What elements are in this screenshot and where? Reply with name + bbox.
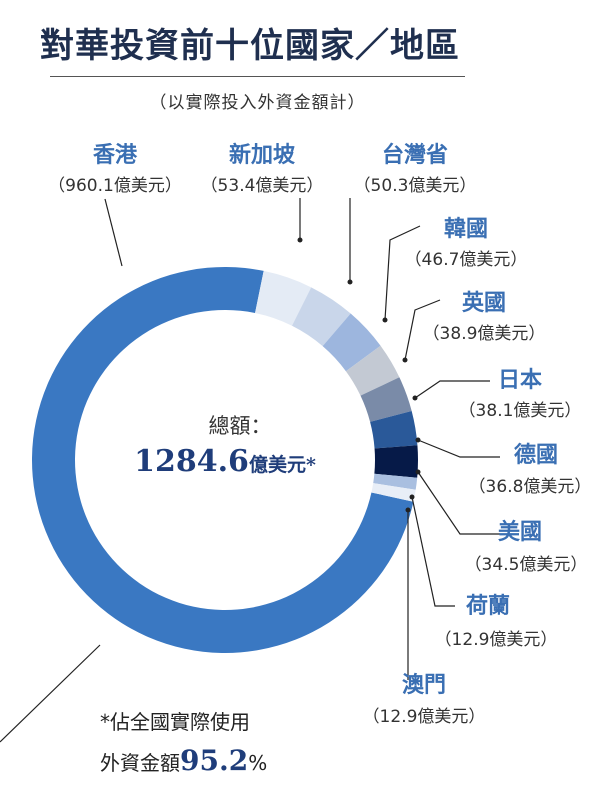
slice-label-germany: 德國 bbox=[514, 442, 558, 468]
leader-dot-japan bbox=[412, 395, 418, 401]
slice-label-netherlands: 荷蘭 bbox=[466, 593, 510, 619]
leader-dot-usa bbox=[415, 469, 421, 475]
slice-singapore bbox=[255, 270, 312, 326]
slice-japan bbox=[360, 377, 412, 422]
leader-line-japan bbox=[414, 380, 490, 399]
leader-dot-singapore bbox=[297, 237, 303, 243]
slice-uk bbox=[345, 345, 400, 396]
slice-value-taiwan: （50.3億美元） bbox=[354, 176, 477, 196]
leader-line-korea bbox=[384, 225, 421, 321]
slice-value-korea: （46.7億美元） bbox=[405, 250, 528, 270]
leader-line-hongkong bbox=[104, 198, 123, 267]
title-divider bbox=[50, 76, 465, 77]
leader-dot-germany bbox=[415, 437, 421, 443]
footnote-line-2: 外資金額95.2% bbox=[100, 744, 360, 777]
slice-label-korea: 韓國 bbox=[444, 216, 488, 242]
slice-usa bbox=[374, 445, 419, 478]
leader-line-netherlands bbox=[411, 496, 455, 607]
total-amount: 1284.6 bbox=[134, 444, 249, 479]
slice-macau bbox=[371, 483, 416, 502]
footnote-line-1: *佔全國實際使用 bbox=[100, 710, 250, 734]
leader-dot-macau bbox=[405, 507, 411, 513]
slice-value-hongkong: （960.1億美元） bbox=[48, 176, 182, 196]
slice-label-taiwan: 台灣省 bbox=[382, 142, 448, 168]
slice-value-usa: （34.5億美元） bbox=[465, 555, 588, 575]
slice-label-macau: 澳門 bbox=[402, 672, 446, 698]
footnote-pointer-line bbox=[0, 644, 101, 743]
total-unit: 億美元* bbox=[248, 454, 316, 476]
slice-label-uk: 英國 bbox=[462, 290, 506, 316]
slice-value-japan: （38.1億美元） bbox=[459, 401, 582, 421]
slice-label-japan: 日本 bbox=[498, 367, 542, 393]
leader-dot-uk bbox=[402, 357, 408, 363]
leader-dot-korea bbox=[382, 317, 388, 323]
chart-title: 對華投資前十位國家／地區 bbox=[40, 26, 460, 66]
slice-korea bbox=[322, 313, 381, 372]
slice-label-hongkong: 香港 bbox=[93, 142, 138, 168]
leader-line-usa bbox=[417, 471, 500, 535]
slice-value-macau: （12.9億美元） bbox=[363, 707, 486, 727]
slice-value-germany: （36.8億美元） bbox=[469, 477, 592, 497]
slice-label-usa: 美國 bbox=[498, 519, 542, 545]
total-value: 1284.6億美元* bbox=[110, 444, 340, 479]
leader-line-uk bbox=[404, 299, 441, 361]
leader-dot-netherlands bbox=[409, 494, 415, 500]
leader-dot-taiwan bbox=[347, 279, 353, 285]
leader-line-germany bbox=[417, 439, 500, 458]
slice-label-singapore: 新加坡 bbox=[229, 142, 295, 168]
slice-value-singapore: （53.4億美元） bbox=[201, 176, 324, 196]
slice-value-uk: （38.9億美元） bbox=[423, 324, 546, 344]
chart-subtitle: （以實際投入外資金額計） bbox=[149, 93, 366, 113]
total-label: 總額： bbox=[208, 414, 272, 438]
slice-germany bbox=[370, 410, 418, 449]
footnote-percent: 95.2 bbox=[180, 744, 249, 777]
slice-netherlands bbox=[373, 473, 418, 490]
footnote-percent-sign: % bbox=[248, 751, 268, 775]
slice-taiwan bbox=[291, 287, 351, 347]
footnote-prefix: 外資金額 bbox=[100, 751, 180, 775]
slice-value-netherlands: （12.9億美元） bbox=[435, 630, 558, 650]
